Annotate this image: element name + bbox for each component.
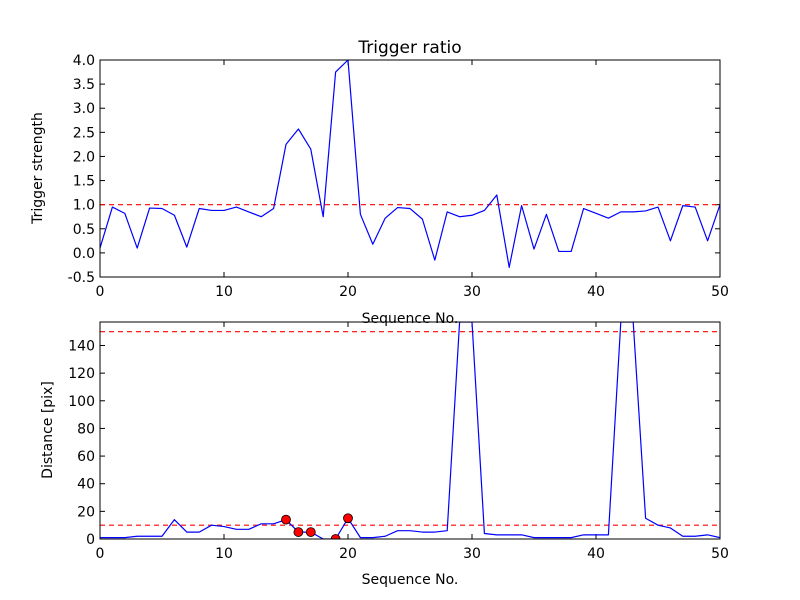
plot-area — [100, 60, 720, 268]
y-tick-label: 3.5 — [73, 77, 95, 93]
x-tick-label: 0 — [96, 546, 105, 562]
y-axis-ticks: 0 20 40 60 80 100 120 140 — [68, 338, 720, 548]
x-tick-label: 0 — [96, 284, 105, 300]
x-tick-label: 30 — [463, 284, 481, 300]
x-tick-label: 40 — [587, 284, 605, 300]
x-axis-label: Sequence No. — [362, 311, 459, 327]
plot-area — [100, 322, 720, 539]
y-tick-label: 0.0 — [73, 246, 95, 262]
y-tick-label: 4.0 — [73, 53, 95, 69]
data-point-marker — [281, 514, 291, 525]
y-tick-label: 120 — [68, 366, 95, 382]
data-point-marker — [305, 527, 316, 537]
y-tick-label: 60 — [77, 449, 95, 465]
x-axis-label: Sequence No. — [362, 572, 459, 588]
data-point-marker — [330, 534, 341, 539]
y-tick-label: -0.5 — [68, 270, 95, 286]
data-point-marker — [293, 527, 304, 537]
x-tick-label: 40 — [587, 546, 605, 562]
x-tick-label: 20 — [339, 284, 357, 300]
y-tick-label: 2.0 — [73, 149, 95, 165]
y-tick-label: 140 — [68, 338, 95, 354]
y-tick-label: 0 — [86, 532, 95, 548]
chart-title: Trigger ratio — [357, 38, 461, 58]
y-tick-label: 3.0 — [73, 101, 95, 117]
series-line — [100, 322, 720, 539]
y-axis-label: Trigger strength — [30, 112, 46, 225]
x-tick-label: 30 — [463, 546, 481, 562]
y-tick-label: 100 — [68, 394, 95, 410]
y-tick-label: 1.0 — [73, 198, 95, 214]
x-tick-label: 10 — [215, 546, 233, 562]
axes-frame — [99, 59, 721, 278]
y-tick-label: 20 — [77, 504, 95, 520]
x-tick-label: 50 — [711, 546, 729, 562]
distance-chart: 0 20 40 60 80 100 120 140 0 10 20 30 40 50 Sequence … — [40, 321, 729, 588]
y-tick-label: 0.5 — [73, 222, 95, 238]
x-tick-label: 50 — [711, 284, 729, 300]
data-point-marker — [343, 513, 353, 524]
axes-frame — [99, 321, 721, 540]
x-axis-ticks: 0 10 20 30 40 50 — [96, 322, 729, 562]
y-axis-label: Distance [pix] — [40, 381, 56, 479]
y-tick-label: 2.5 — [73, 125, 95, 141]
y-tick-label: 40 — [77, 477, 95, 493]
series-line — [100, 60, 720, 268]
x-tick-label: 20 — [339, 546, 357, 562]
y-axis-ticks: -0.5 0.0 0.5 1.0 1.5 2.0 2.5 3.0 3.5 4.0 — [68, 53, 720, 286]
x-tick-label: 10 — [215, 284, 233, 300]
y-tick-label: 1.5 — [73, 174, 95, 190]
trigger-ratio-chart: Trigger ratio -0.5 0.0 0.5 1.0 1.5 2.0 2.5 3.0 3… — [30, 38, 729, 327]
y-tick-label: 80 — [77, 421, 95, 437]
